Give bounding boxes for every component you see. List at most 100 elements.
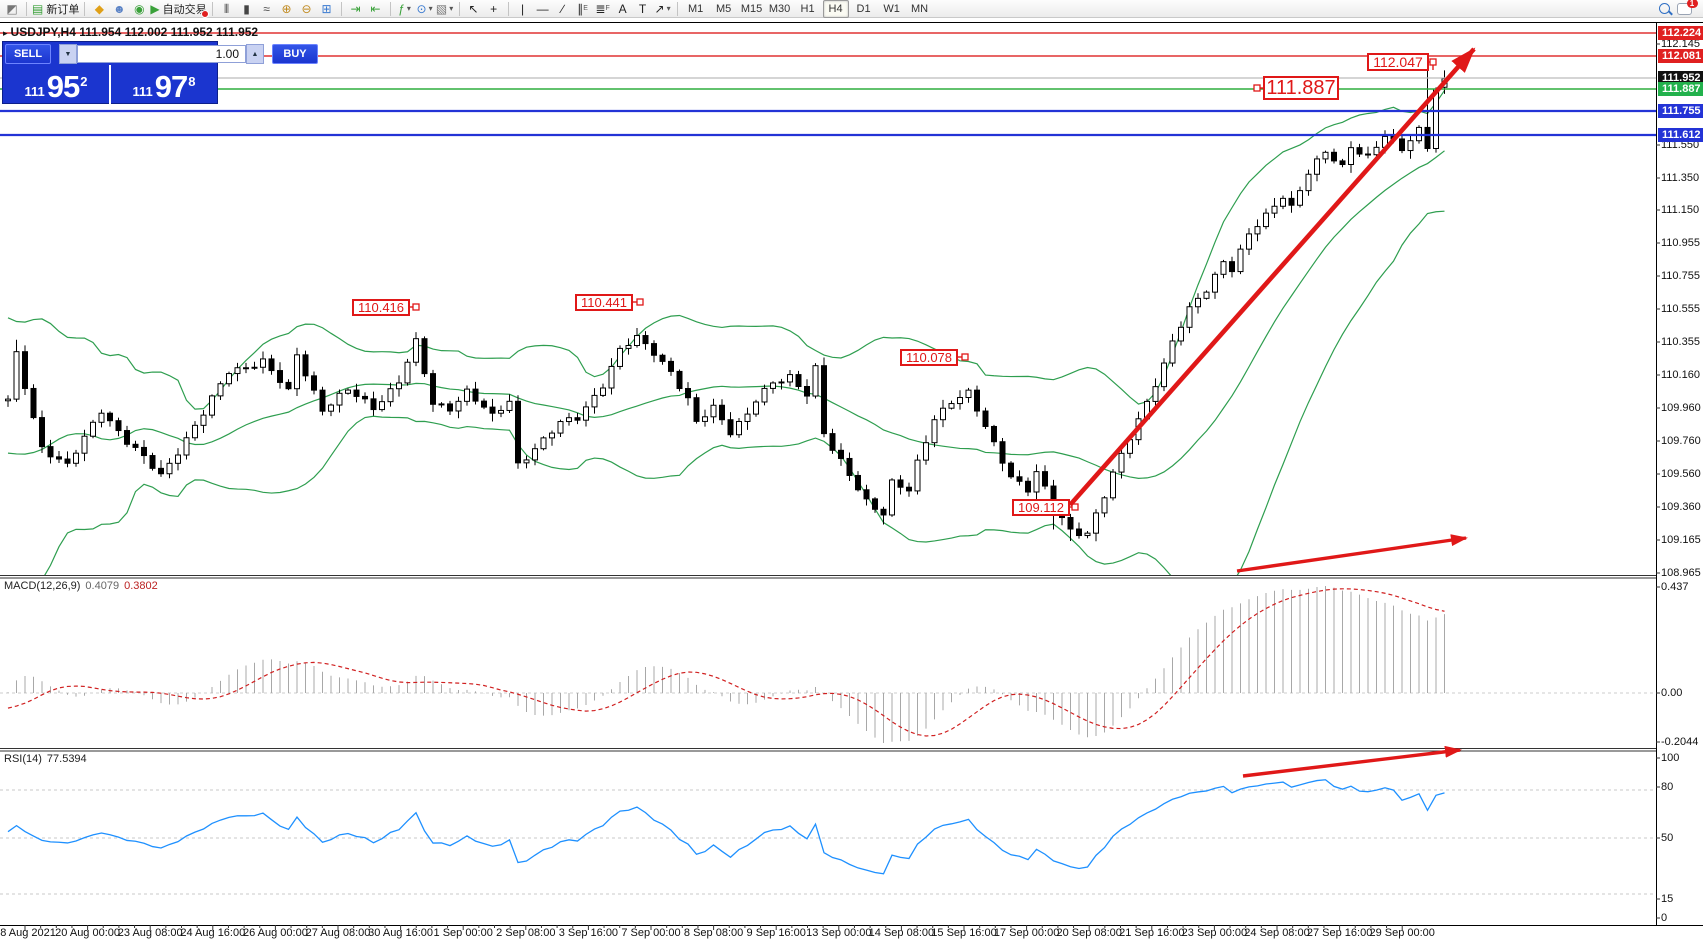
rsi-line: [7, 779, 1445, 875]
price-flag-label: 112.047: [1367, 53, 1429, 71]
chart-shift-icon: ⇤: [370, 1, 381, 16]
volume-increase-button[interactable]: ▲: [246, 44, 264, 64]
price-axis-tick: 108.965: [1661, 567, 1701, 579]
macd-label: MACD(12,26,9) 0.4079 0.3802: [4, 580, 158, 592]
time-axis-label: 30 Aug 16:00: [368, 927, 434, 939]
sell-price[interactable]: 111 95 2: [3, 65, 111, 104]
periods-icon[interactable]: ⊙ ▾: [416, 1, 434, 17]
timeframe-m30-button[interactable]: M30: [768, 2, 791, 15]
buy-price[interactable]: 111 97 8: [111, 65, 217, 104]
time-axis-label: 7 Sep 00:00: [621, 927, 681, 939]
indicators-icon[interactable]: ƒ ▾: [396, 1, 414, 17]
time-axis-label: 2 Sep 08:00: [496, 927, 556, 939]
timeframe-m5-button[interactable]: M5: [715, 2, 732, 15]
market-watch-icon: ◆: [94, 1, 104, 16]
volume-decrease-button[interactable]: ▼: [59, 44, 77, 64]
rsi-axis-tick: 15: [1661, 893, 1674, 905]
trendline-icon[interactable]: ∕: [554, 1, 572, 17]
toolbar-separator: [84, 1, 86, 16]
cursor-icon[interactable]: ↖: [465, 1, 483, 17]
price-axis-tick: 109.165: [1661, 534, 1701, 546]
text-label-icon[interactable]: T: [634, 1, 652, 17]
buy-price-handle: 111: [132, 84, 153, 99]
trendline-icon: ∕: [561, 1, 564, 16]
buy-button[interactable]: BUY: [272, 44, 318, 64]
timeframe-m15-button[interactable]: M15: [740, 2, 763, 15]
tile-windows-icon[interactable]: ⊞: [318, 1, 336, 17]
chart-title-marker: ▸: [3, 28, 8, 38]
time-axis-label: 23 Aug 08:00: [117, 927, 183, 939]
volume-input[interactable]: [77, 45, 246, 63]
text-label-icon: T: [638, 1, 647, 16]
price-axis-badge: 112.224: [1658, 26, 1703, 40]
signals-icon[interactable]: ◉: [130, 1, 148, 17]
sell-price-point: 2: [80, 74, 88, 89]
toolbar-separator: [389, 1, 391, 16]
equidistant-channel-icon[interactable]: ∥ E: [577, 1, 588, 16]
text-icon[interactable]: A: [614, 1, 632, 17]
sell-price-pips: 95: [46, 69, 80, 104]
arrows-tool-icon[interactable]: ↗ ▾: [654, 1, 672, 17]
time-axis-label: 29 Sep 00:00: [1369, 927, 1435, 939]
new-order-icon[interactable]: ▤ 新订单: [32, 1, 79, 17]
toolbar-separator: [211, 1, 213, 16]
search-icon[interactable]: [1655, 1, 1673, 17]
signals-icon: ◉: [134, 1, 145, 16]
zoom-in-icon: ⊕: [281, 1, 292, 16]
crosshair-icon[interactable]: +: [485, 1, 503, 17]
timeframe-m1-button[interactable]: M1: [687, 2, 704, 15]
chart-title-text: USDJPY,H4 111.954 112.002 111.952 111.95…: [10, 25, 259, 39]
bar-chart-icon[interactable]: ⫴: [218, 1, 236, 17]
sell-button[interactable]: SELL: [5, 44, 51, 64]
candlestick-chart-icon[interactable]: ▮: [238, 1, 256, 17]
line-chart-icon[interactable]: ≈: [258, 1, 276, 17]
profile-icon: ☻: [113, 1, 126, 16]
vertical-line-icon[interactable]: |: [514, 1, 532, 17]
auto-scroll-icon[interactable]: ⇥: [347, 1, 365, 17]
chart-shift-icon[interactable]: ⇤: [367, 1, 385, 17]
fibonacci-icon: ≣: [595, 1, 606, 16]
one-click-trading-panel: SELL ▼ ▲ BUY 111 95 2 111 97 8: [2, 41, 318, 104]
time-axis-label: 24 Aug 16:00: [180, 927, 246, 939]
time-axis-label: 3 Sep 16:00: [558, 927, 619, 939]
price-axis-tick: 109.760: [1661, 435, 1701, 447]
macd-axis-tick: 0.437: [1661, 581, 1689, 593]
price-axis-tick: 111.550: [1661, 139, 1700, 151]
timeframe-mn-button[interactable]: MN: [911, 2, 929, 15]
horizontal-line-icon[interactable]: —: [534, 1, 552, 17]
price-flag-label: 110.078: [900, 349, 958, 366]
price-axis-tick: 110.555: [1661, 303, 1700, 315]
market-watch-icon[interactable]: ◆: [90, 1, 108, 17]
time-axis-label: 14 Sep 08:00: [868, 927, 935, 939]
price-axis-tick: 110.160: [1661, 369, 1700, 381]
text-icon: A: [618, 1, 627, 16]
dropdown-caret-icon: ▾: [666, 4, 671, 13]
rsi-label: RSI(14) 77.5394: [4, 753, 87, 765]
time-axis-label: 8 Sep 08:00: [683, 927, 744, 939]
rsi-axis-tick: 100: [1661, 752, 1680, 764]
timeframe-h1-button[interactable]: H1: [800, 2, 815, 15]
time-axis-label: 27 Sep 16:00: [1306, 927, 1373, 939]
timeframe-w1-button[interactable]: W1: [883, 2, 900, 15]
chart-title: ▸ USDJPY,H4 111.954 112.002 111.952 111.9…: [3, 25, 258, 39]
timeframe-h4-button[interactable]: H4: [822, 0, 849, 18]
price-flag-markers: [410, 58, 1437, 511]
rsi-value: 77.5394: [46, 753, 87, 765]
chart-window-icon[interactable]: ◩: [3, 1, 21, 17]
dropdown-caret-icon: ▾: [428, 4, 433, 13]
profile-icon[interactable]: ☻: [110, 1, 128, 17]
templates-icon[interactable]: ▧ ▾: [436, 1, 454, 17]
autotrading-icon[interactable]: ▶ 自动交易: [150, 1, 209, 18]
time-axis-label: 21 Sep 16:00: [1119, 927, 1185, 939]
time-axis-label: 18 Aug 2021: [0, 927, 56, 939]
time-axis-label: 24 Sep 08:00: [1244, 927, 1310, 939]
zoom-out-icon[interactable]: ⊖: [298, 1, 316, 17]
price-axis-badge: 111.755: [1658, 104, 1703, 118]
fibonacci-icon[interactable]: ≣ F: [595, 1, 610, 16]
macd-name: MACD(12,26,9): [4, 580, 81, 592]
timeframe-d1-button[interactable]: D1: [856, 2, 871, 15]
zoom-in-icon[interactable]: ⊕: [278, 1, 296, 17]
notifications-icon[interactable]: 1: [1675, 0, 1698, 17]
